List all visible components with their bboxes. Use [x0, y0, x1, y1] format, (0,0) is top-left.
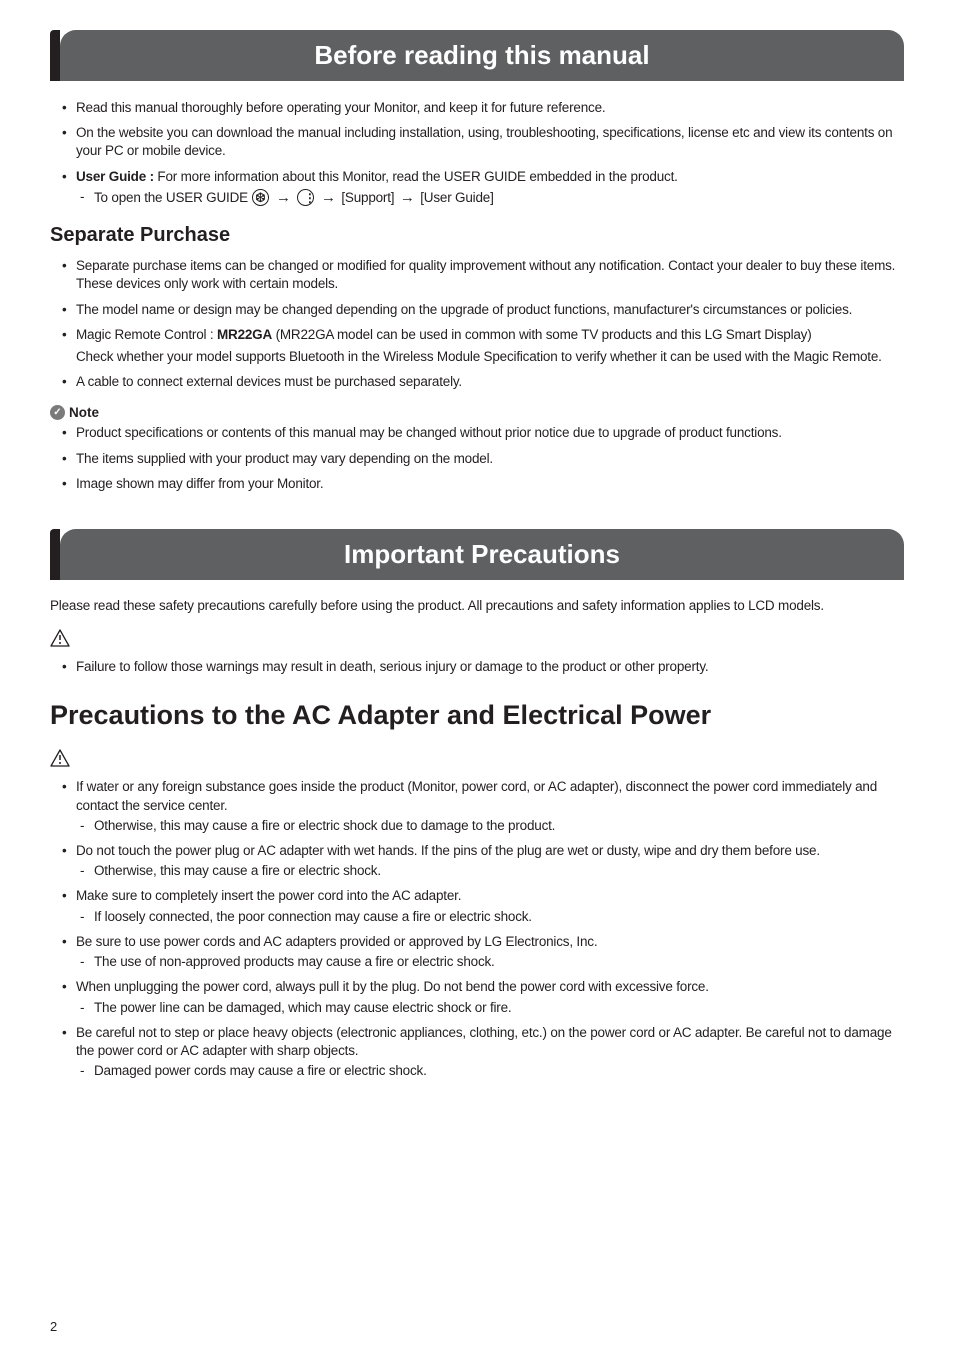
list-item: Do not touch the power plug or AC adapte… [76, 842, 904, 880]
page-number: 2 [50, 1319, 57, 1334]
sub-item: Damaged power cords may cause a fire or … [94, 1062, 904, 1080]
user-guide-text: For more information about this Monitor,… [157, 169, 677, 184]
arrow-icon: → [276, 188, 291, 208]
warning-list: Failure to follow those warnings may res… [50, 658, 904, 676]
ac-precautions-heading: Precautions to the AC Adapter and Electr… [50, 700, 904, 731]
warning-icon [50, 629, 70, 647]
list-item: Product specifications or contents of th… [76, 424, 904, 442]
list-item: On the website you can download the manu… [76, 124, 904, 160]
item-main: Make sure to completely insert the power… [76, 888, 461, 903]
note-list: Product specifications or contents of th… [50, 424, 904, 493]
separate-purchase-list: Separate purchase items can be changed o… [50, 257, 904, 391]
sub-item: To open the USER GUIDE → → [Support] → [… [94, 188, 904, 208]
list-item: Be sure to use power cords and AC adapte… [76, 933, 904, 971]
list-item: Image shown may differ from your Monitor… [76, 475, 904, 493]
list-item: A cable to connect external devices must… [76, 373, 904, 391]
sub-item: Otherwise, this may cause a fire or elec… [94, 862, 904, 880]
remote-line2: Check whether your model supports Blueto… [76, 348, 904, 366]
precautions-intro: Please read these safety precautions car… [50, 598, 904, 613]
list-item: When unplugging the power cord, always p… [76, 978, 904, 1016]
sub-item: The use of non-approved products may cau… [94, 953, 904, 971]
arrow-icon: → [321, 188, 336, 208]
gear-icon [252, 189, 269, 206]
list-item: Be careful not to step or place heavy ob… [76, 1024, 904, 1081]
list-item: The model name or design may be changed … [76, 301, 904, 319]
item-main: Do not touch the power plug or AC adapte… [76, 843, 820, 858]
check-icon: ✓ [50, 405, 65, 420]
note-label: Note [69, 405, 99, 420]
more-dots-icon [297, 189, 314, 206]
arrow-icon: → [400, 188, 415, 208]
remote-suffix: (MR22GA model can be used in common with… [272, 327, 812, 342]
section-title: Important Precautions [60, 529, 904, 580]
sub-item: Otherwise, this may cause a fire or elec… [94, 817, 904, 835]
list-item: User Guide : For more information about … [76, 168, 904, 208]
item-main: Be careful not to step or place heavy ob… [76, 1025, 892, 1058]
remote-prefix: Magic Remote Control : [76, 327, 217, 342]
list-item: Read this manual thoroughly before opera… [76, 99, 904, 117]
open-guide-prefix: To open the USER GUIDE [94, 190, 251, 205]
remote-model: MR22GA [217, 327, 272, 342]
before-reading-list: Read this manual thoroughly before opera… [50, 99, 904, 208]
path-userguide: [User Guide] [417, 190, 494, 205]
list-item: Failure to follow those warnings may res… [76, 658, 904, 676]
list-item: Separate purchase items can be changed o… [76, 257, 904, 293]
item-main: Be sure to use power cords and AC adapte… [76, 934, 597, 949]
item-main: When unplugging the power cord, always p… [76, 979, 709, 994]
list-item: Magic Remote Control : MR22GA (MR22GA mo… [76, 326, 904, 366]
warning-icon [50, 749, 70, 767]
list-item: The items supplied with your product may… [76, 450, 904, 468]
section-header-before-reading: Before reading this manual [50, 30, 904, 81]
separate-purchase-heading: Separate Purchase [50, 224, 904, 247]
list-item: If water or any foreign substance goes i… [76, 778, 904, 835]
ac-precautions-list: If water or any foreign substance goes i… [50, 778, 904, 1080]
section-header-precautions: Important Precautions [50, 529, 904, 580]
sub-list: To open the USER GUIDE → → [Support] → [… [76, 188, 904, 208]
item-main: If water or any foreign substance goes i… [76, 779, 877, 812]
sub-item: If loosely connected, the poor connectio… [94, 908, 904, 926]
user-guide-label: User Guide : [76, 169, 157, 184]
sub-item: The power line can be damaged, which may… [94, 999, 904, 1017]
section-title: Before reading this manual [60, 30, 904, 81]
path-support: [Support] [338, 190, 398, 205]
list-item: Make sure to completely insert the power… [76, 887, 904, 925]
note-header: ✓ Note [50, 405, 904, 420]
